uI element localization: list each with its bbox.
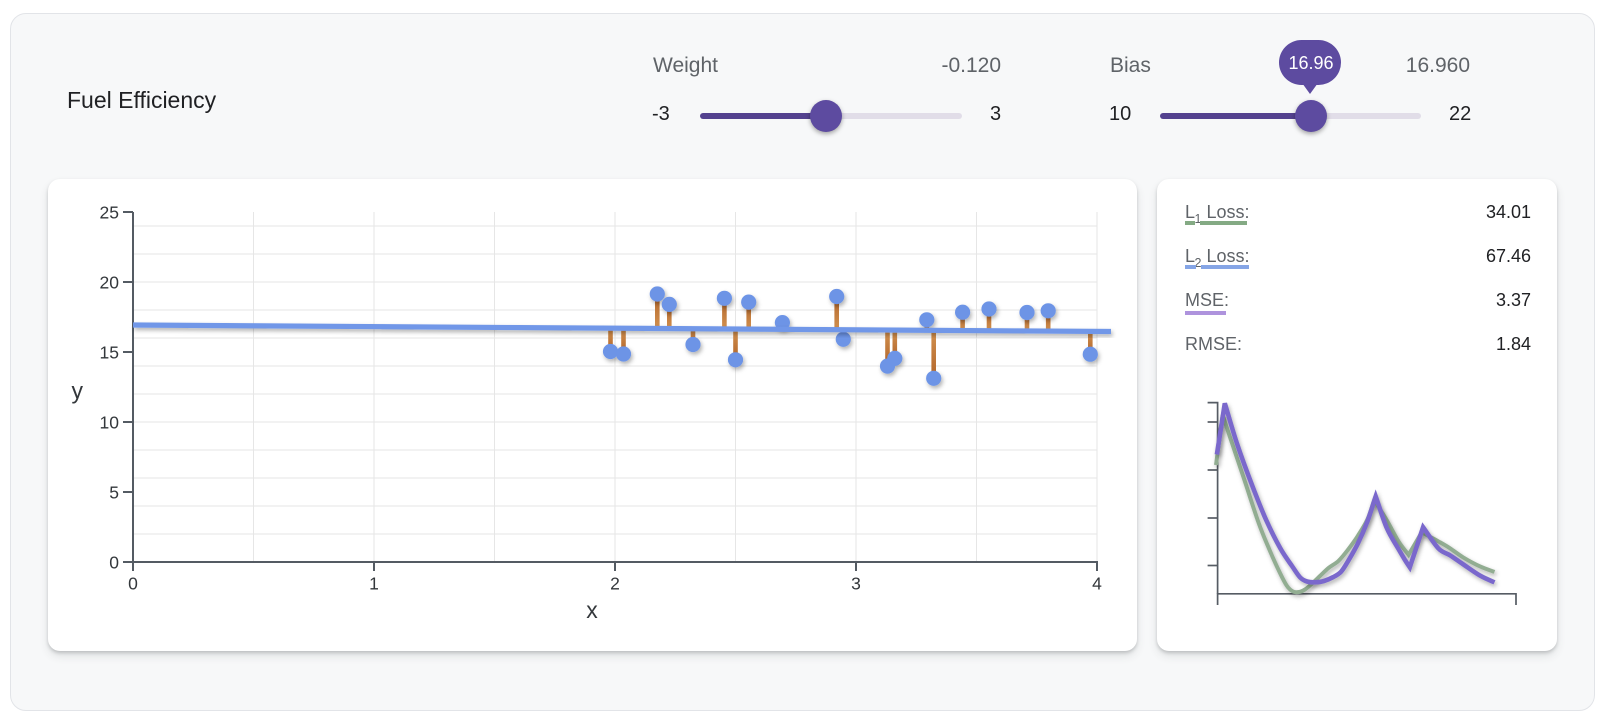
svg-text:5: 5 [109, 482, 119, 502]
svg-text:1: 1 [369, 573, 379, 593]
svg-text:20: 20 [100, 272, 120, 292]
svg-text:y: y [72, 378, 84, 404]
svg-text:15: 15 [100, 342, 119, 362]
svg-text:0: 0 [128, 573, 138, 593]
svg-text:x: x [586, 597, 598, 623]
svg-text:3: 3 [851, 573, 861, 593]
svg-text:2: 2 [610, 573, 620, 593]
svg-text:25: 25 [100, 202, 119, 222]
svg-text:4: 4 [1092, 573, 1102, 593]
svg-text:0: 0 [109, 552, 119, 572]
svg-text:16.96: 16.96 [1288, 53, 1333, 73]
svg-text:10: 10 [100, 412, 120, 432]
